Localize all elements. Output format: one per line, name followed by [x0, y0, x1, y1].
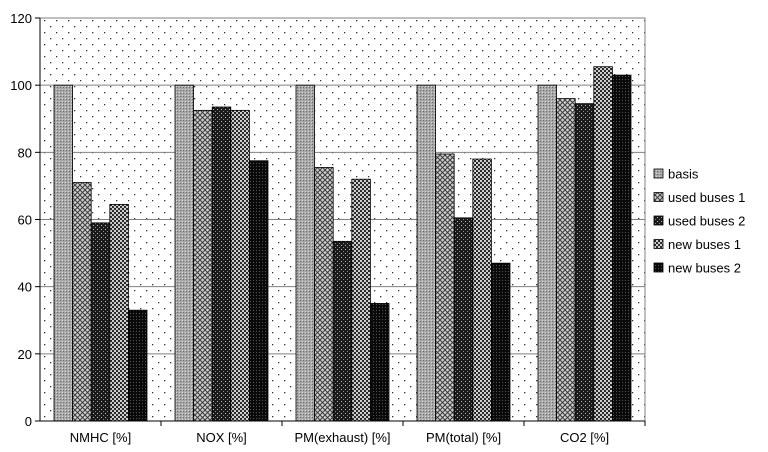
legend-label: basis: [668, 167, 699, 182]
bars: [53, 66, 632, 422]
legend-label: used buses 2: [668, 214, 745, 229]
bar-4-1: [556, 98, 576, 422]
bar-0-1: [72, 182, 92, 422]
bar-1-2: [211, 106, 232, 422]
bar-3-1: [435, 153, 455, 422]
legend-swatch: [653, 168, 664, 179]
y-tick-label: 80: [18, 145, 32, 160]
bar-1-4: [248, 160, 269, 422]
x-category-label: CO2 [%]: [560, 430, 609, 445]
y-tick-label: 0: [25, 414, 32, 429]
x-category-label: NOX [%]: [196, 430, 247, 445]
legend-swatch: [653, 239, 664, 249]
y-axis-ticks: 0 20 40 60 80 100 120: [10, 11, 40, 429]
bar-3-0: [416, 84, 437, 422]
bar-1-1: [193, 109, 213, 422]
bar-0-2: [90, 222, 111, 422]
bar-3-4: [490, 262, 511, 422]
bar-2-1: [314, 167, 334, 422]
bar-4-4: [612, 74, 632, 422]
bar-1-0: [174, 84, 195, 422]
legend-label: used buses 1: [668, 190, 745, 205]
x-axis-labels: NMHC [%] NOX [%] PM(exhaust) [%] PM(total) …: [70, 421, 646, 445]
legend-swatch: [653, 215, 664, 226]
bar-3-2: [453, 217, 474, 422]
legend-swatch: [653, 262, 664, 273]
y-tick-label: 60: [18, 213, 32, 228]
bar-0-4: [127, 309, 148, 422]
bar-2-0: [295, 84, 316, 422]
bar-0-0: [53, 84, 74, 422]
bar-4-0: [537, 84, 558, 422]
x-category-label: PM(total) [%]: [426, 430, 501, 445]
bar-4-3: [593, 66, 613, 422]
y-tick-label: 100: [10, 78, 32, 93]
y-tick-label: 40: [18, 280, 32, 295]
legend-label: new buses 2: [668, 261, 741, 276]
legend-swatch: [653, 192, 664, 202]
legend: basis used buses 1 used buses 2 new buses 1…: [653, 167, 745, 276]
bar-2-4: [369, 303, 390, 422]
bar-1-3: [230, 109, 250, 422]
legend-label: new buses 1: [668, 237, 741, 252]
x-category-label: PM(exhaust) [%]: [294, 430, 390, 445]
x-category-label: NMHC [%]: [70, 430, 131, 445]
y-tick-label: 20: [18, 347, 32, 362]
bar-0-3: [109, 203, 129, 422]
bar-2-2: [332, 240, 353, 422]
bar-2-3: [351, 178, 371, 422]
y-tick-label: 120: [10, 11, 32, 26]
bar-3-3: [472, 158, 492, 422]
bar-4-2: [574, 103, 595, 422]
